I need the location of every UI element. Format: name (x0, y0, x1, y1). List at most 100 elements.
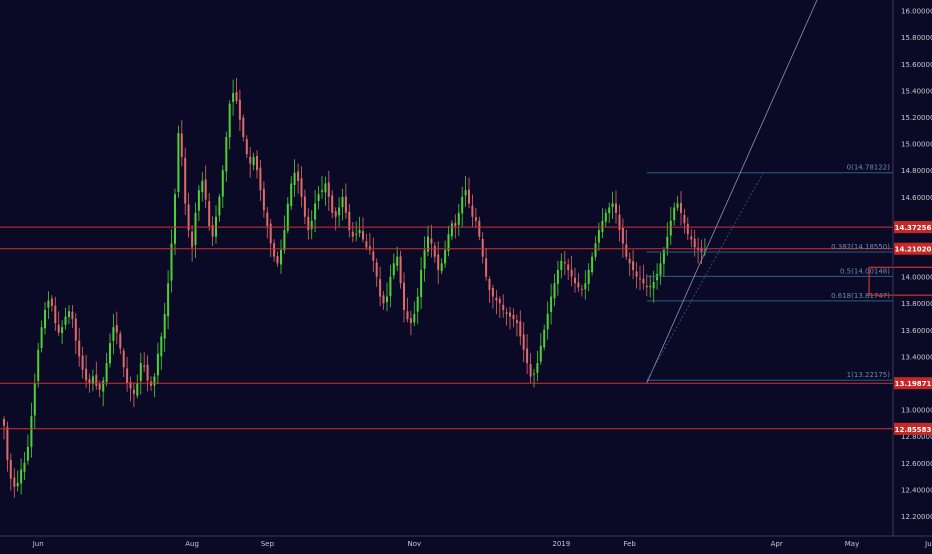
candle-body (262, 188, 265, 211)
candle (690, 229, 693, 248)
candle (550, 283, 553, 325)
candle (515, 314, 518, 337)
candle-body (98, 384, 101, 390)
candle (512, 308, 515, 328)
x-tick-label: Jun (924, 540, 932, 548)
candle-body (618, 214, 621, 231)
price-badge-label: 13.19871 (895, 380, 932, 388)
candle (126, 357, 129, 392)
candle (621, 218, 624, 258)
candle-body (512, 314, 515, 320)
candle (591, 252, 594, 276)
candle-body (331, 195, 334, 213)
candle (129, 376, 132, 402)
candle-body (680, 203, 682, 213)
candle (351, 222, 354, 243)
candle (174, 188, 176, 256)
candle-body (591, 256, 594, 272)
candle (396, 246, 399, 272)
candle-body (71, 311, 74, 320)
candle (488, 276, 491, 303)
candle-body (635, 271, 638, 277)
candle (20, 458, 23, 495)
candle-body (649, 286, 652, 287)
candle (536, 350, 539, 382)
x-tick-label: May (845, 540, 859, 548)
candle-body (351, 231, 354, 237)
candle-body (423, 250, 426, 269)
candle-body (105, 363, 108, 382)
candle-body (85, 368, 88, 381)
candle-body (526, 348, 529, 364)
candle (649, 275, 652, 298)
candle (249, 147, 252, 178)
candle-body (396, 256, 399, 266)
candle (570, 255, 573, 287)
candle (109, 333, 111, 368)
candle (283, 215, 286, 254)
x-tick-label: 2019 (552, 540, 570, 548)
candle (389, 264, 392, 308)
y-tick-label: 15.20000 (901, 114, 932, 122)
candle (519, 310, 522, 346)
candle (392, 253, 395, 280)
candle (95, 361, 98, 390)
candle-body (519, 321, 522, 337)
candle-body (221, 170, 224, 197)
candle-body (33, 383, 36, 416)
candle (416, 287, 419, 325)
candle (546, 301, 549, 340)
candle-body (307, 216, 310, 231)
candle-body (197, 190, 200, 211)
candle (645, 274, 648, 297)
candle-body (119, 333, 122, 349)
candle-body (153, 376, 156, 386)
candle-body (433, 245, 436, 257)
candle (344, 183, 347, 219)
candle (567, 258, 570, 280)
candle (300, 166, 303, 208)
y-tick-label: 12.60000 (901, 460, 932, 468)
candle (242, 114, 245, 142)
candle-body (245, 139, 248, 155)
candle (102, 376, 105, 407)
candle-body (488, 279, 491, 290)
candle-body (574, 277, 576, 284)
candle-body (310, 220, 313, 229)
candle (187, 193, 190, 238)
candle-body (191, 231, 194, 248)
candle (225, 131, 228, 182)
candle-body (300, 178, 303, 197)
candle-body (238, 99, 241, 120)
candle (587, 263, 590, 292)
candle-body (464, 190, 467, 196)
x-tick-label: Apr (771, 540, 783, 548)
candle-body (273, 243, 276, 257)
candle (50, 295, 53, 312)
candle-body (485, 258, 488, 277)
candle-body (286, 203, 289, 231)
candle-body (362, 231, 364, 240)
price-badge: 13.19871 (894, 377, 932, 390)
candle (6, 421, 9, 472)
candle (669, 206, 672, 245)
candle (146, 355, 149, 392)
candle-body (409, 318, 412, 324)
candle (252, 152, 255, 171)
candle (433, 242, 436, 263)
candle-body (355, 234, 358, 236)
candle-body (30, 416, 33, 447)
candle-body (560, 260, 563, 270)
candle (491, 284, 494, 309)
candle-body (194, 212, 197, 245)
candle (680, 191, 682, 226)
candle (423, 236, 426, 282)
candle (355, 221, 358, 242)
candle (406, 297, 409, 323)
candle-body (611, 203, 614, 208)
candle-body (597, 230, 600, 243)
candle-body (160, 336, 163, 357)
candle-body (594, 243, 597, 257)
candle (457, 204, 460, 236)
